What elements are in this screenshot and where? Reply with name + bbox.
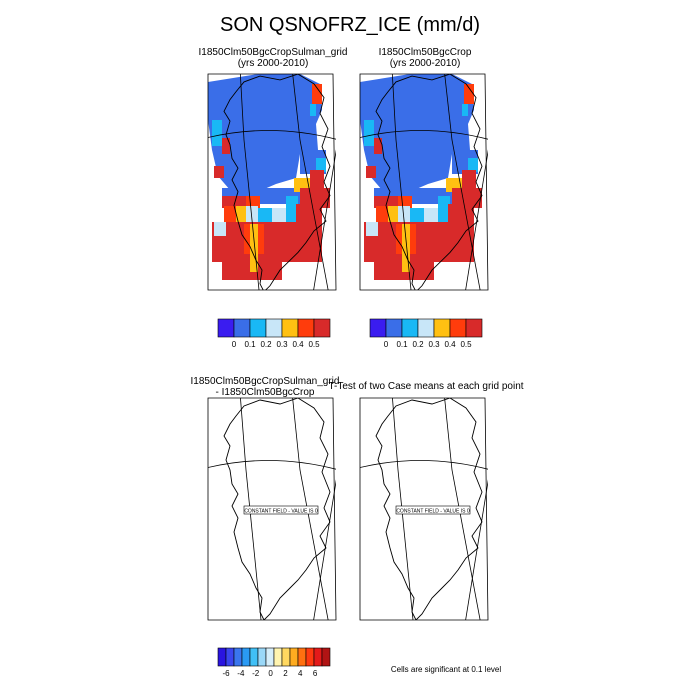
colorbar-top-right: 0 0.1 0.2 0.3 0.4 0.5 — [369, 318, 483, 349]
colorbar-top-right-swatch — [401, 318, 419, 338]
colorbar-bottom-swatch — [281, 647, 291, 667]
panel-2-map — [360, 74, 488, 290]
colorbar-top-left-tick-label: 0.4 — [292, 340, 304, 349]
panel-4-note: CONSTANT FIELD - VALUE IS 0 — [396, 508, 470, 514]
panel-3-graticule — [208, 398, 336, 620]
colorbar-bottom-swatch — [217, 647, 227, 667]
colorbar-bottom-swatch — [289, 647, 299, 667]
colorbar-bottom-tick-label: 6 — [313, 669, 318, 678]
colorbar-top-right-swatch — [369, 318, 387, 338]
panel-2-graticule — [360, 74, 488, 290]
panel-2-field-cells — [360, 74, 482, 280]
panel-1-frame — [207, 73, 337, 291]
panel-4-map — [360, 398, 488, 620]
colorbar-top-right-tick-label: 0 — [384, 340, 389, 349]
panel-1-map — [208, 74, 336, 290]
colorbar-top-right-tick-label: 0.3 — [428, 340, 440, 349]
colorbar-top-right-swatch — [417, 318, 435, 338]
colorbar-bottom-swatch — [321, 647, 331, 667]
colorbar-top-right-swatch — [449, 318, 467, 338]
panel-4-graticule — [360, 398, 488, 620]
colorbar-bottom-swatch — [249, 647, 259, 667]
colorbar-top-left-tick-label: 0 — [232, 340, 237, 349]
panel-3-map — [208, 398, 336, 620]
colorbar-bottom-swatch — [297, 647, 307, 667]
panel-2-frame — [359, 73, 489, 291]
panel-4-title: T-Test of two Case means at each grid po… — [306, 381, 546, 392]
colorbar-top-left: 0 0.1 0.2 0.3 0.4 0.5 — [217, 318, 331, 349]
colorbar-top-left-tick-label: 0.3 — [276, 340, 288, 349]
panel-2-title: I1850Clm50BgcCrop (yrs 2000-2010) — [330, 47, 520, 69]
panel-1-title-line1: I1850Clm50BgcCropSulman_grid — [198, 47, 348, 58]
panel-4-note-box — [395, 505, 471, 515]
colorbar-top-right-swatch — [433, 318, 451, 338]
footnote: Cells are significant at 0.1 level — [391, 665, 502, 674]
panel-2-title-line2: (yrs 2000-2010) — [389, 58, 461, 69]
colorbar-bottom-swatch — [241, 647, 251, 667]
colorbar-top-left-swatch — [265, 318, 283, 338]
page-title: SON QSNOFRZ_ICE (mm/d) — [219, 14, 480, 36]
colorbar-top-left-tick-label: 0.1 — [244, 340, 256, 349]
colorbar-bottom-tick-label: -4 — [237, 669, 245, 678]
colorbar-top-left-swatch — [249, 318, 267, 338]
panel-1-title: I1850Clm50BgcCropSulman_grid (yrs 2000-2… — [178, 47, 368, 69]
colorbar-top-left-swatch — [313, 318, 331, 338]
colorbar-bottom-swatch — [313, 647, 323, 667]
colorbar-bottom-tick-label: 4 — [298, 669, 303, 678]
colorbar-top-left-swatch — [281, 318, 299, 338]
panel-1-title-line2: (yrs 2000-2010) — [237, 58, 309, 69]
colorbar-top-left-tick-label: 0.2 — [260, 340, 272, 349]
panel-3-note-box — [243, 505, 319, 515]
colorbar-bottom-swatch — [233, 647, 243, 667]
colorbar-top-right-tick-label: 0.5 — [460, 340, 472, 349]
colorbar-bottom-swatch — [305, 647, 315, 667]
colorbar-top-right-tick-label: 0.4 — [444, 340, 456, 349]
colorbar-top-right-swatch — [385, 318, 403, 338]
panel-3-frame — [207, 397, 337, 621]
panel-4-frame — [359, 397, 489, 621]
colorbar-bottom: -6 -4 -2 0 2 4 6 — [217, 647, 331, 678]
colorbar-top-right-tick-label: 0.1 — [396, 340, 408, 349]
colorbar-bottom-tick-label: -6 — [222, 669, 230, 678]
panel-3-title-line2: - I1850Clm50BgcCrop — [215, 387, 315, 398]
panel-3-title: I1850Clm50BgcCropSulman_grid - I1850Clm5… — [170, 376, 360, 398]
panel-3-note: CONSTANT FIELD - VALUE IS 0 — [244, 508, 318, 514]
panel-1-graticule — [208, 74, 336, 290]
colorbar-top-left-swatch — [297, 318, 315, 338]
colorbar-top-right-swatch — [465, 318, 483, 338]
colorbar-bottom-swatch — [257, 647, 267, 667]
colorbar-top-left-swatch — [233, 318, 251, 338]
panel-4-title-line1: T-Test of two Case means at each grid po… — [328, 381, 524, 392]
colorbar-top-right-tick-label: 0.2 — [412, 340, 424, 349]
colorbar-top-left-swatch — [217, 318, 235, 338]
colorbar-bottom-swatch — [273, 647, 283, 667]
colorbar-bottom-tick-label: -2 — [252, 669, 260, 678]
colorbar-bottom-swatch — [225, 647, 235, 667]
colorbar-top-left-tick-label: 0.5 — [308, 340, 320, 349]
colorbar-bottom-tick-label: 0 — [268, 669, 273, 678]
panel-3-title-line1: I1850Clm50BgcCropSulman_grid — [190, 376, 340, 387]
panel-1-field-cells — [208, 74, 330, 280]
colorbar-bottom-tick-label: 2 — [283, 669, 288, 678]
panel-2-title-line1: I1850Clm50BgcCrop — [378, 47, 472, 58]
colorbar-bottom-swatch — [265, 647, 275, 667]
